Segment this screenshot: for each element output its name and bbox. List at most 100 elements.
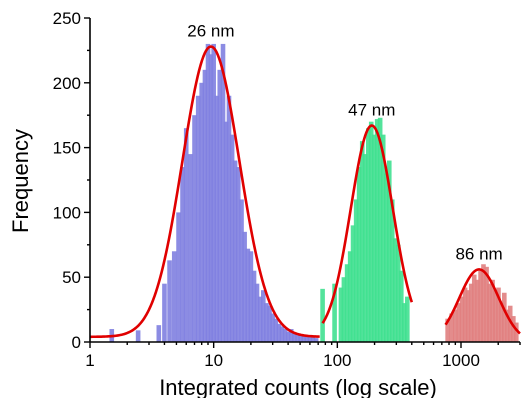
bar-series-2 [380,134,386,342]
bar-series-2 [353,199,359,342]
bar-series-1 [264,303,269,342]
y-tick-label: 50 [62,268,81,287]
bar-series-2 [350,225,356,342]
y-tick-label: 100 [53,203,81,222]
bar-series-1 [223,121,229,343]
fit-curve-1 [89,45,320,339]
bar-series-1 [298,334,303,342]
bar-series-2 [356,167,362,342]
bar-series-2 [386,160,392,342]
bar-series-1 [282,329,288,342]
gaussian-fits [89,45,521,339]
bar-series-2 [362,154,368,342]
bar-series-3 [511,316,516,342]
bar-series-3 [493,290,498,342]
bar-series-1 [220,43,226,343]
bar-series-1 [167,260,172,342]
bar-series-2 [389,199,395,342]
fit-curve-3 [444,268,521,335]
peak-label-3: 86 nm [455,244,502,263]
bar-series-3 [481,264,486,342]
bar-series-1 [285,331,291,342]
x-tick-label: 10 [204,351,223,370]
fit-curve-2 [321,124,414,324]
bar-series-3 [475,279,480,342]
bar-series-3 [478,270,483,342]
bar-series-1 [248,251,254,342]
bar-series-3 [490,279,495,342]
bar-series-1 [261,290,266,342]
bar-series-2 [402,303,407,342]
bar-series-2 [344,264,350,342]
bar-series-2 [374,119,380,342]
bar-series-3 [505,309,510,342]
bar-series-1 [183,128,189,342]
bar-series-1 [301,335,307,342]
bar-series-3 [507,305,513,342]
bar-series-2 [366,128,371,342]
bar-series-1 [292,332,297,342]
bar-series-1 [245,248,251,342]
bar-series-1 [135,330,141,342]
bar-series-3 [468,283,474,342]
bar-series-1 [235,167,241,342]
bar-series-3 [513,322,519,342]
bar-series-1 [270,313,275,342]
bar-series-1 [313,338,319,342]
bar-series-1 [239,199,244,342]
bar-series-1 [180,167,185,342]
bar-series-1 [176,212,181,342]
bar-series-2 [359,141,365,342]
bar-series-2 [395,244,401,342]
bar-series-3 [499,303,504,342]
bar-series-3 [459,296,465,342]
x-tick-label: 100 [323,351,351,370]
bar-series-1 [208,54,214,342]
bar-series-1 [229,134,235,342]
x-axis-title: Integrated counts (log scale) [159,375,437,398]
bar-series-1 [162,283,167,342]
bar-series-1 [188,154,193,342]
y-axis-title: Frequency [8,129,33,233]
y-tick-label: 150 [53,139,81,158]
bar-series-2 [392,238,398,342]
y-tick-label: 0 [72,333,81,352]
bar-series-1 [199,82,204,343]
bar-series-1 [202,69,208,342]
bar-series-1 [304,336,310,342]
bar-series-3 [496,287,501,342]
peak-label-1: 26 nm [187,22,234,41]
bar-series-1 [251,270,257,342]
x-tick-label: 1 [85,351,94,370]
bar-series-1 [310,335,316,342]
bar-series-1 [171,251,177,342]
bar-series-1 [279,326,285,342]
x-tick-label: 1000 [442,351,480,370]
bar-series-1 [267,305,272,342]
bar-series-3 [449,313,454,342]
bar-series-2 [398,270,404,342]
bar-series-1 [217,69,223,342]
bar-series-2 [341,277,347,342]
bar-series-1 [214,95,220,342]
bar-series-2 [320,288,325,342]
bar-series-1 [276,323,282,342]
peak-label-2: 47 nm [348,101,395,120]
bar-series-1 [242,231,247,342]
y-tick-label: 200 [53,74,81,93]
bar-series-2 [405,296,410,342]
bar-series-3 [445,318,450,342]
bar-series-2 [384,173,389,342]
bar-series-3 [453,309,458,342]
bar-series-3 [462,287,468,342]
bar-series-1 [273,318,279,342]
bar-series-2 [347,251,353,342]
bar-series-3 [502,292,507,342]
bar-series-3 [487,283,492,342]
bar-series-1 [307,336,313,342]
bar-series-3 [471,274,477,342]
bar-series-1 [195,95,201,342]
bar-series-2 [332,283,337,342]
bar-series-1 [192,115,197,342]
